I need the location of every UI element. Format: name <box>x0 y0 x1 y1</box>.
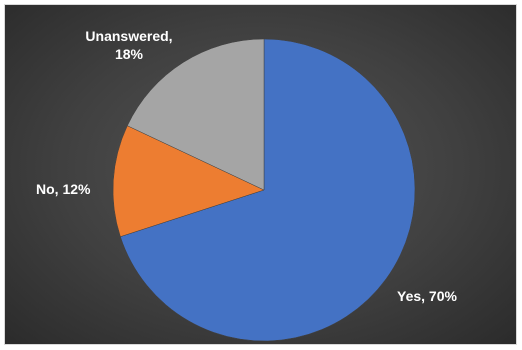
data-labels: Yes, 70% No, 12% Unanswered, 18% <box>36 28 457 304</box>
pie-slice-no <box>112 125 265 237</box>
pie-slices <box>112 38 416 342</box>
chart-area: Yes, 70% No, 12% Unanswered, 18% <box>4 4 517 345</box>
data-label-yes: Yes, 70% <box>397 288 457 304</box>
pie-chart: Yes, 70% No, 12% Unanswered, 18% <box>36 28 457 342</box>
pie-slice-yes <box>120 38 416 342</box>
data-label-unanswered-line1: Unanswered, <box>85 28 172 44</box>
data-label-unanswered-line2: 18% <box>115 46 144 62</box>
pie-slice-unanswered <box>127 38 265 191</box>
data-label-no: No, 12% <box>36 181 91 197</box>
